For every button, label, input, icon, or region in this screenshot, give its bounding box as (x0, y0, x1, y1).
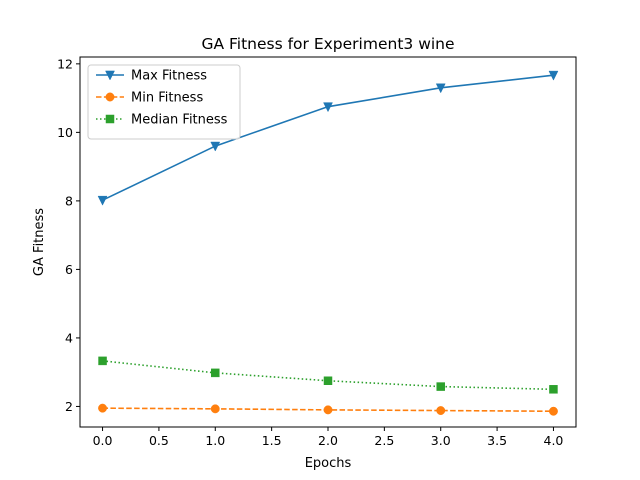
legend-marker (105, 114, 115, 124)
x-tick-label: 1.0 (205, 433, 225, 448)
data-point (549, 385, 558, 394)
y-axis: 2 4 6 8 10 12 (57, 56, 80, 414)
data-point (435, 83, 446, 94)
legend-marker (105, 92, 115, 102)
legend-marker (105, 70, 115, 81)
x-tick-label: 0.5 (149, 433, 169, 448)
x-tick-label: 4.0 (544, 433, 564, 448)
data-point (210, 141, 221, 152)
x-tick-label: 0.0 (93, 433, 113, 448)
y-tick-label: 6 (65, 262, 73, 277)
series-line-2 (102, 360, 554, 391)
data-point (436, 382, 445, 391)
data-point (436, 406, 446, 416)
data-point (549, 406, 558, 416)
data-point (323, 405, 333, 415)
data-point (98, 403, 107, 413)
x-tick-label: 2.0 (318, 433, 338, 448)
data-point (211, 368, 220, 378)
data-point (548, 70, 559, 81)
x-tick-label: 1.5 (262, 433, 282, 448)
chart-title: GA Fitness for Experiment3 wine (201, 35, 454, 53)
y-tick-label: 2 (65, 399, 73, 414)
y-tick-label: 4 (65, 330, 73, 345)
y-tick-label: 10 (57, 125, 73, 140)
data-point (323, 102, 333, 113)
x-axis: 0.0 0.5 1.0 1.5 2.0 2.5 3.0 3.5 4.0 (93, 427, 564, 448)
x-axis-label: Epochs (305, 456, 352, 471)
data-point (210, 404, 220, 414)
data-point (98, 356, 107, 366)
legend-label: Max Fitness (131, 69, 207, 84)
y-axis-label: GA Fitness (32, 208, 47, 276)
legend: Max Fitness Min Fitness Median Fitness (87, 64, 241, 140)
x-tick-label: 2.5 (374, 433, 394, 448)
y-tick-label: 12 (57, 56, 73, 71)
plot-area (97, 70, 559, 416)
data-point (97, 195, 108, 206)
legend-box (87, 64, 241, 140)
x-tick-label: 3.5 (487, 433, 507, 448)
legend-label: Median Fitness (131, 113, 228, 128)
y-tick-label: 8 (65, 193, 73, 208)
x-tick-label: 3.0 (431, 433, 451, 448)
data-point (323, 376, 333, 385)
legend-label: Min Fitness (131, 91, 203, 106)
